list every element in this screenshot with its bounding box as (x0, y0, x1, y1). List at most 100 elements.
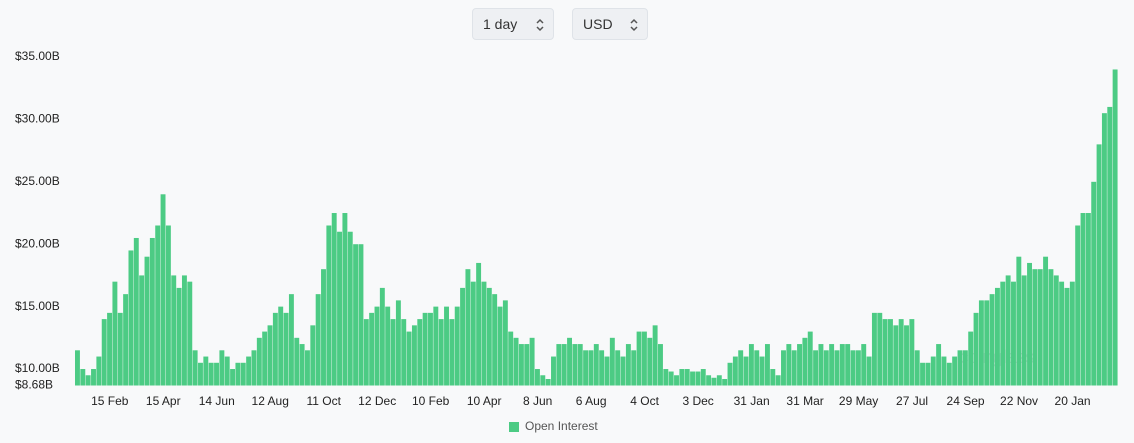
bar (930, 356, 936, 386)
bar (96, 356, 102, 386)
bar (567, 337, 573, 386)
bar (845, 344, 851, 386)
legend-label: Open Interest (525, 419, 598, 433)
x-tick-label: 15 Apr (146, 394, 181, 408)
bar (936, 344, 942, 386)
bar (219, 350, 225, 386)
x-tick-label: 29 May (839, 394, 878, 408)
bar (797, 344, 802, 386)
x-tick-label: 15 Feb (91, 394, 129, 408)
bar (1069, 281, 1075, 386)
bar (1075, 225, 1081, 386)
bar (267, 325, 273, 386)
bar (786, 344, 792, 386)
bar (695, 371, 701, 386)
bar (433, 306, 439, 386)
bar (422, 312, 428, 386)
bar (556, 344, 562, 386)
bar (925, 362, 931, 386)
bar (497, 306, 503, 386)
x-tick-label: 20 Jan (1055, 394, 1091, 408)
bar (593, 344, 599, 386)
bar (877, 312, 883, 386)
bar (513, 337, 519, 386)
bar (417, 319, 423, 386)
bar (540, 375, 546, 386)
bar (588, 350, 594, 386)
x-tick-label: 12 Dec (358, 394, 396, 408)
bar (861, 344, 867, 386)
y-tick-label: $35.00B (15, 49, 60, 63)
bar (839, 344, 845, 386)
y-tick-label: $25.00B (15, 174, 60, 188)
bar (652, 325, 658, 386)
bar (401, 319, 407, 386)
bar (1016, 256, 1022, 386)
bar (449, 319, 455, 386)
bar (294, 337, 300, 386)
bar (262, 331, 268, 386)
bar (823, 350, 829, 386)
bar (984, 300, 990, 386)
currency-value: USD (583, 16, 613, 32)
bar (620, 356, 626, 386)
bar (176, 287, 182, 386)
bar (208, 362, 214, 386)
bar (764, 344, 770, 386)
bar (962, 350, 968, 386)
bar (994, 287, 1000, 386)
bar (1048, 269, 1054, 386)
bar (1053, 275, 1059, 386)
bar (203, 356, 209, 386)
bar (572, 344, 578, 386)
bar (310, 325, 316, 386)
bar (909, 319, 915, 386)
y-tick-label: $15.00B (15, 299, 60, 313)
bar (160, 194, 166, 386)
x-tick-label: 12 Aug (252, 394, 289, 408)
bar (1059, 281, 1065, 386)
bar (957, 350, 963, 386)
bar (1011, 281, 1016, 386)
y-tick-label: $20.00B (15, 236, 60, 250)
bar (668, 371, 674, 386)
bar (1096, 144, 1102, 386)
bar (898, 319, 904, 386)
bar (492, 294, 498, 386)
legend-swatch (509, 422, 519, 432)
bar (700, 369, 706, 386)
bar (353, 244, 359, 386)
bar (866, 356, 872, 386)
bar (952, 356, 958, 386)
bar (647, 337, 653, 386)
bar (283, 312, 289, 386)
bar (834, 350, 840, 386)
bar (791, 350, 797, 386)
bar (240, 362, 246, 386)
y-tick-label: $30.00B (15, 112, 60, 126)
bar (914, 350, 920, 386)
bar (1085, 213, 1091, 386)
interval-select[interactable]: 1 day (472, 8, 554, 40)
bar (326, 225, 332, 386)
bar (288, 294, 294, 386)
x-tick-label: 10 Apr (467, 394, 502, 408)
bar (551, 356, 556, 386)
chevron (536, 18, 544, 32)
bar (871, 312, 877, 386)
bar (1027, 262, 1032, 386)
bar (149, 237, 155, 386)
bar (658, 344, 663, 386)
bar (144, 256, 150, 386)
bar (604, 356, 610, 386)
bar (1064, 287, 1070, 386)
bar (989, 294, 995, 386)
bar (251, 350, 257, 386)
currency-select[interactable]: USD (572, 8, 648, 40)
bar (534, 369, 540, 386)
bar (428, 312, 433, 386)
x-tick-label: 3 Dec (682, 394, 713, 408)
bar (1080, 213, 1086, 386)
